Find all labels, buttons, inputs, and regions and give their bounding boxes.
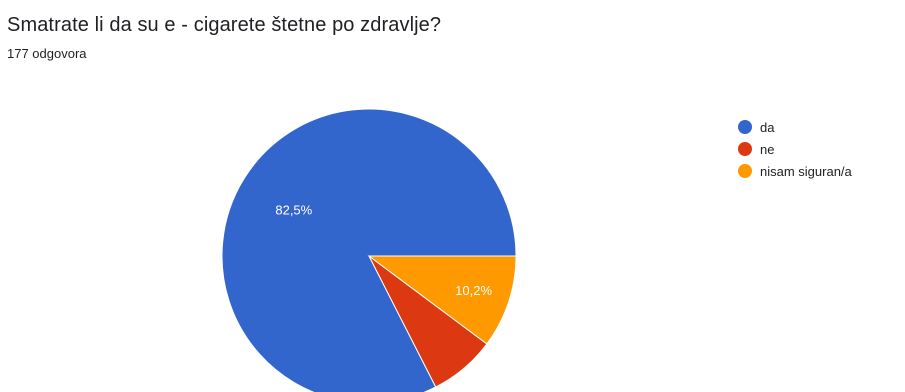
legend: da ne nisam siguran/a xyxy=(738,117,852,183)
legend-label: ne xyxy=(760,141,775,157)
legend-item-da[interactable]: da xyxy=(738,117,852,137)
pie-slices xyxy=(221,108,517,392)
pie-data-label: 10,2% xyxy=(455,283,492,298)
legend-swatch xyxy=(738,120,752,134)
legend-swatch xyxy=(738,164,752,178)
pie-slice-nisam-siguran-a[interactable] xyxy=(367,255,517,345)
legend-label: da xyxy=(760,119,775,135)
legend-swatch xyxy=(738,142,752,156)
pie-data-label: 82,5% xyxy=(275,202,312,217)
legend-item-nisam-siguran[interactable]: nisam siguran/a xyxy=(738,161,852,181)
pie-slice-da[interactable] xyxy=(221,108,517,392)
legend-label: nisam siguran/a xyxy=(760,163,852,179)
pie-labels: 82,5% 10,2% xyxy=(275,202,492,298)
legend-item-ne[interactable]: ne xyxy=(738,139,852,159)
response-count: 177 odgovora xyxy=(7,46,87,61)
chart-title: Smatrate li da su e - cigarete štetne po… xyxy=(7,14,442,36)
